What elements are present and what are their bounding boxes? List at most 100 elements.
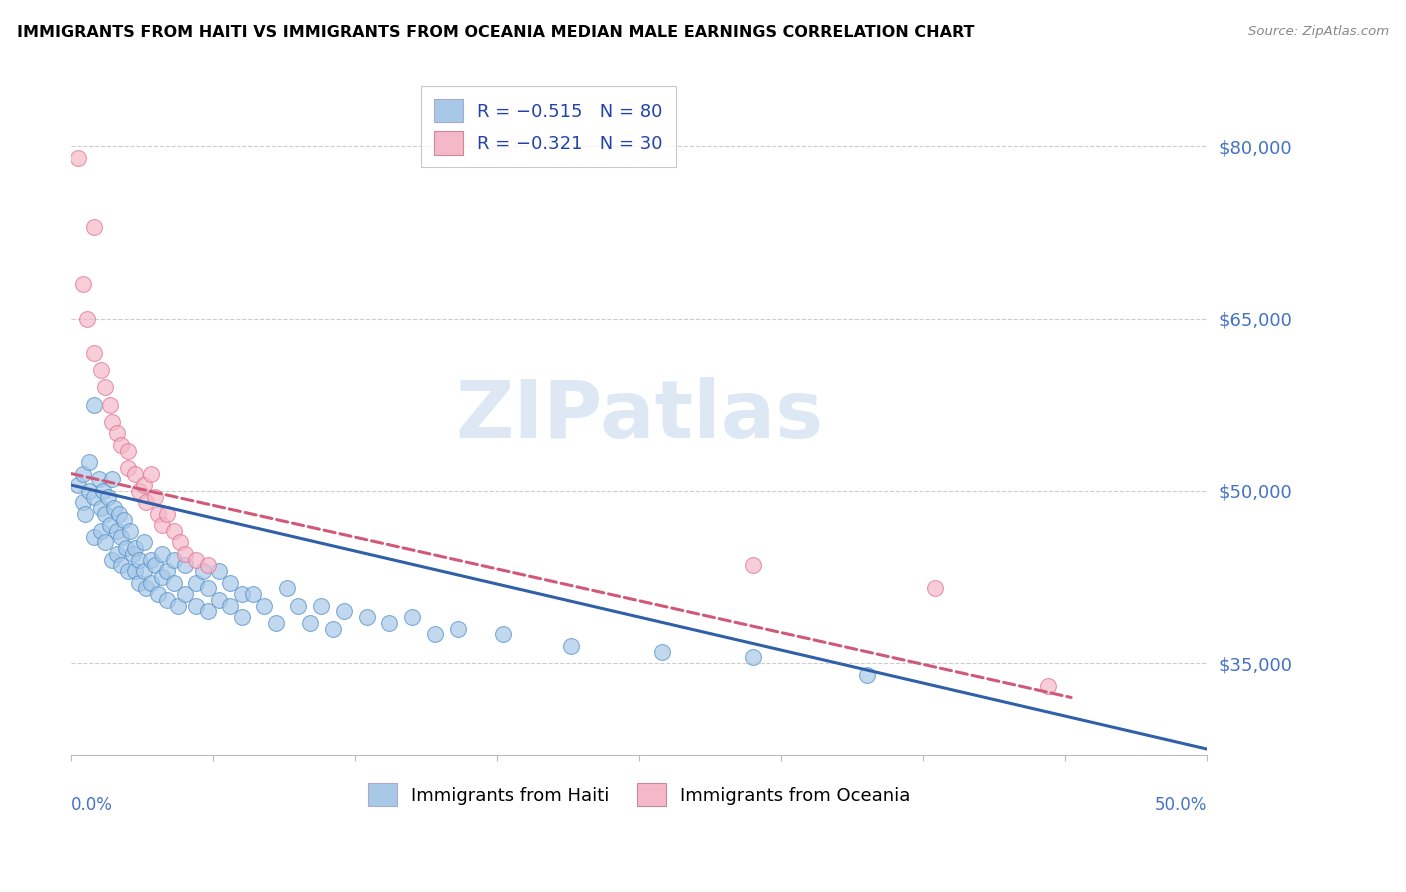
Point <box>378 615 401 630</box>
Point <box>101 415 124 429</box>
Point <box>401 610 423 624</box>
Point <box>146 587 169 601</box>
Point <box>132 478 155 492</box>
Legend: Immigrants from Haiti, Immigrants from Oceania: Immigrants from Haiti, Immigrants from O… <box>361 776 918 814</box>
Point <box>79 483 101 498</box>
Point <box>492 627 515 641</box>
Point <box>253 599 276 613</box>
Point <box>156 564 179 578</box>
Point <box>135 582 157 596</box>
Point <box>73 507 96 521</box>
Point <box>117 564 139 578</box>
Point <box>173 587 195 601</box>
Point <box>117 443 139 458</box>
Point <box>72 495 94 509</box>
Point <box>98 518 121 533</box>
Point <box>128 575 150 590</box>
Point <box>156 593 179 607</box>
Point <box>90 524 112 538</box>
Point <box>1038 679 1060 693</box>
Point <box>173 547 195 561</box>
Point <box>162 575 184 590</box>
Point <box>139 467 162 481</box>
Point <box>110 530 132 544</box>
Point <box>110 558 132 573</box>
Text: 50.0%: 50.0% <box>1156 796 1208 814</box>
Point <box>105 547 128 561</box>
Point <box>186 575 208 590</box>
Point <box>197 582 219 596</box>
Text: IMMIGRANTS FROM HAITI VS IMMIGRANTS FROM OCEANIA MEDIAN MALE EARNINGS CORRELATIO: IMMIGRANTS FROM HAITI VS IMMIGRANTS FROM… <box>17 25 974 40</box>
Point <box>67 478 90 492</box>
Point <box>146 507 169 521</box>
Point <box>560 639 582 653</box>
Point <box>150 570 173 584</box>
Point <box>186 599 208 613</box>
Point <box>287 599 309 613</box>
Point <box>219 599 242 613</box>
Point <box>83 398 105 412</box>
Text: ZIPatlas: ZIPatlas <box>456 377 824 455</box>
Point <box>855 667 877 681</box>
Point <box>110 438 132 452</box>
Point <box>143 490 166 504</box>
Point <box>231 610 253 624</box>
Point <box>139 575 162 590</box>
Point <box>90 363 112 377</box>
Point <box>924 582 946 596</box>
Point <box>72 467 94 481</box>
Point <box>208 564 231 578</box>
Point <box>309 599 332 613</box>
Point <box>112 512 135 526</box>
Point <box>322 622 344 636</box>
Point <box>356 610 378 624</box>
Point <box>333 604 356 618</box>
Point <box>101 472 124 486</box>
Point <box>94 535 117 549</box>
Point <box>67 151 90 165</box>
Point <box>132 535 155 549</box>
Point <box>79 455 101 469</box>
Point <box>162 524 184 538</box>
Point <box>197 604 219 618</box>
Point <box>167 599 190 613</box>
Point <box>162 552 184 566</box>
Point <box>114 541 136 556</box>
Point <box>186 552 208 566</box>
Text: Source: ZipAtlas.com: Source: ZipAtlas.com <box>1249 25 1389 38</box>
Point <box>103 501 125 516</box>
Point <box>219 575 242 590</box>
Point <box>124 564 146 578</box>
Point <box>242 587 264 601</box>
Point <box>90 501 112 516</box>
Point <box>446 622 468 636</box>
Point <box>135 495 157 509</box>
Point <box>124 467 146 481</box>
Point <box>91 483 114 498</box>
Point <box>742 650 765 665</box>
Point <box>143 558 166 573</box>
Point <box>117 460 139 475</box>
Point <box>87 472 110 486</box>
Point <box>83 346 105 360</box>
Point <box>94 380 117 394</box>
Point <box>97 490 120 504</box>
Point <box>423 627 446 641</box>
Point <box>108 507 131 521</box>
Point <box>169 535 191 549</box>
Point <box>76 311 98 326</box>
Point <box>121 547 143 561</box>
Point <box>298 615 321 630</box>
Point <box>105 524 128 538</box>
Point <box>124 541 146 556</box>
Point <box>120 524 142 538</box>
Point <box>98 398 121 412</box>
Point <box>156 507 179 521</box>
Point <box>132 564 155 578</box>
Point <box>742 558 765 573</box>
Point <box>105 426 128 441</box>
Point <box>150 518 173 533</box>
Point <box>651 644 673 658</box>
Point <box>128 483 150 498</box>
Point <box>197 558 219 573</box>
